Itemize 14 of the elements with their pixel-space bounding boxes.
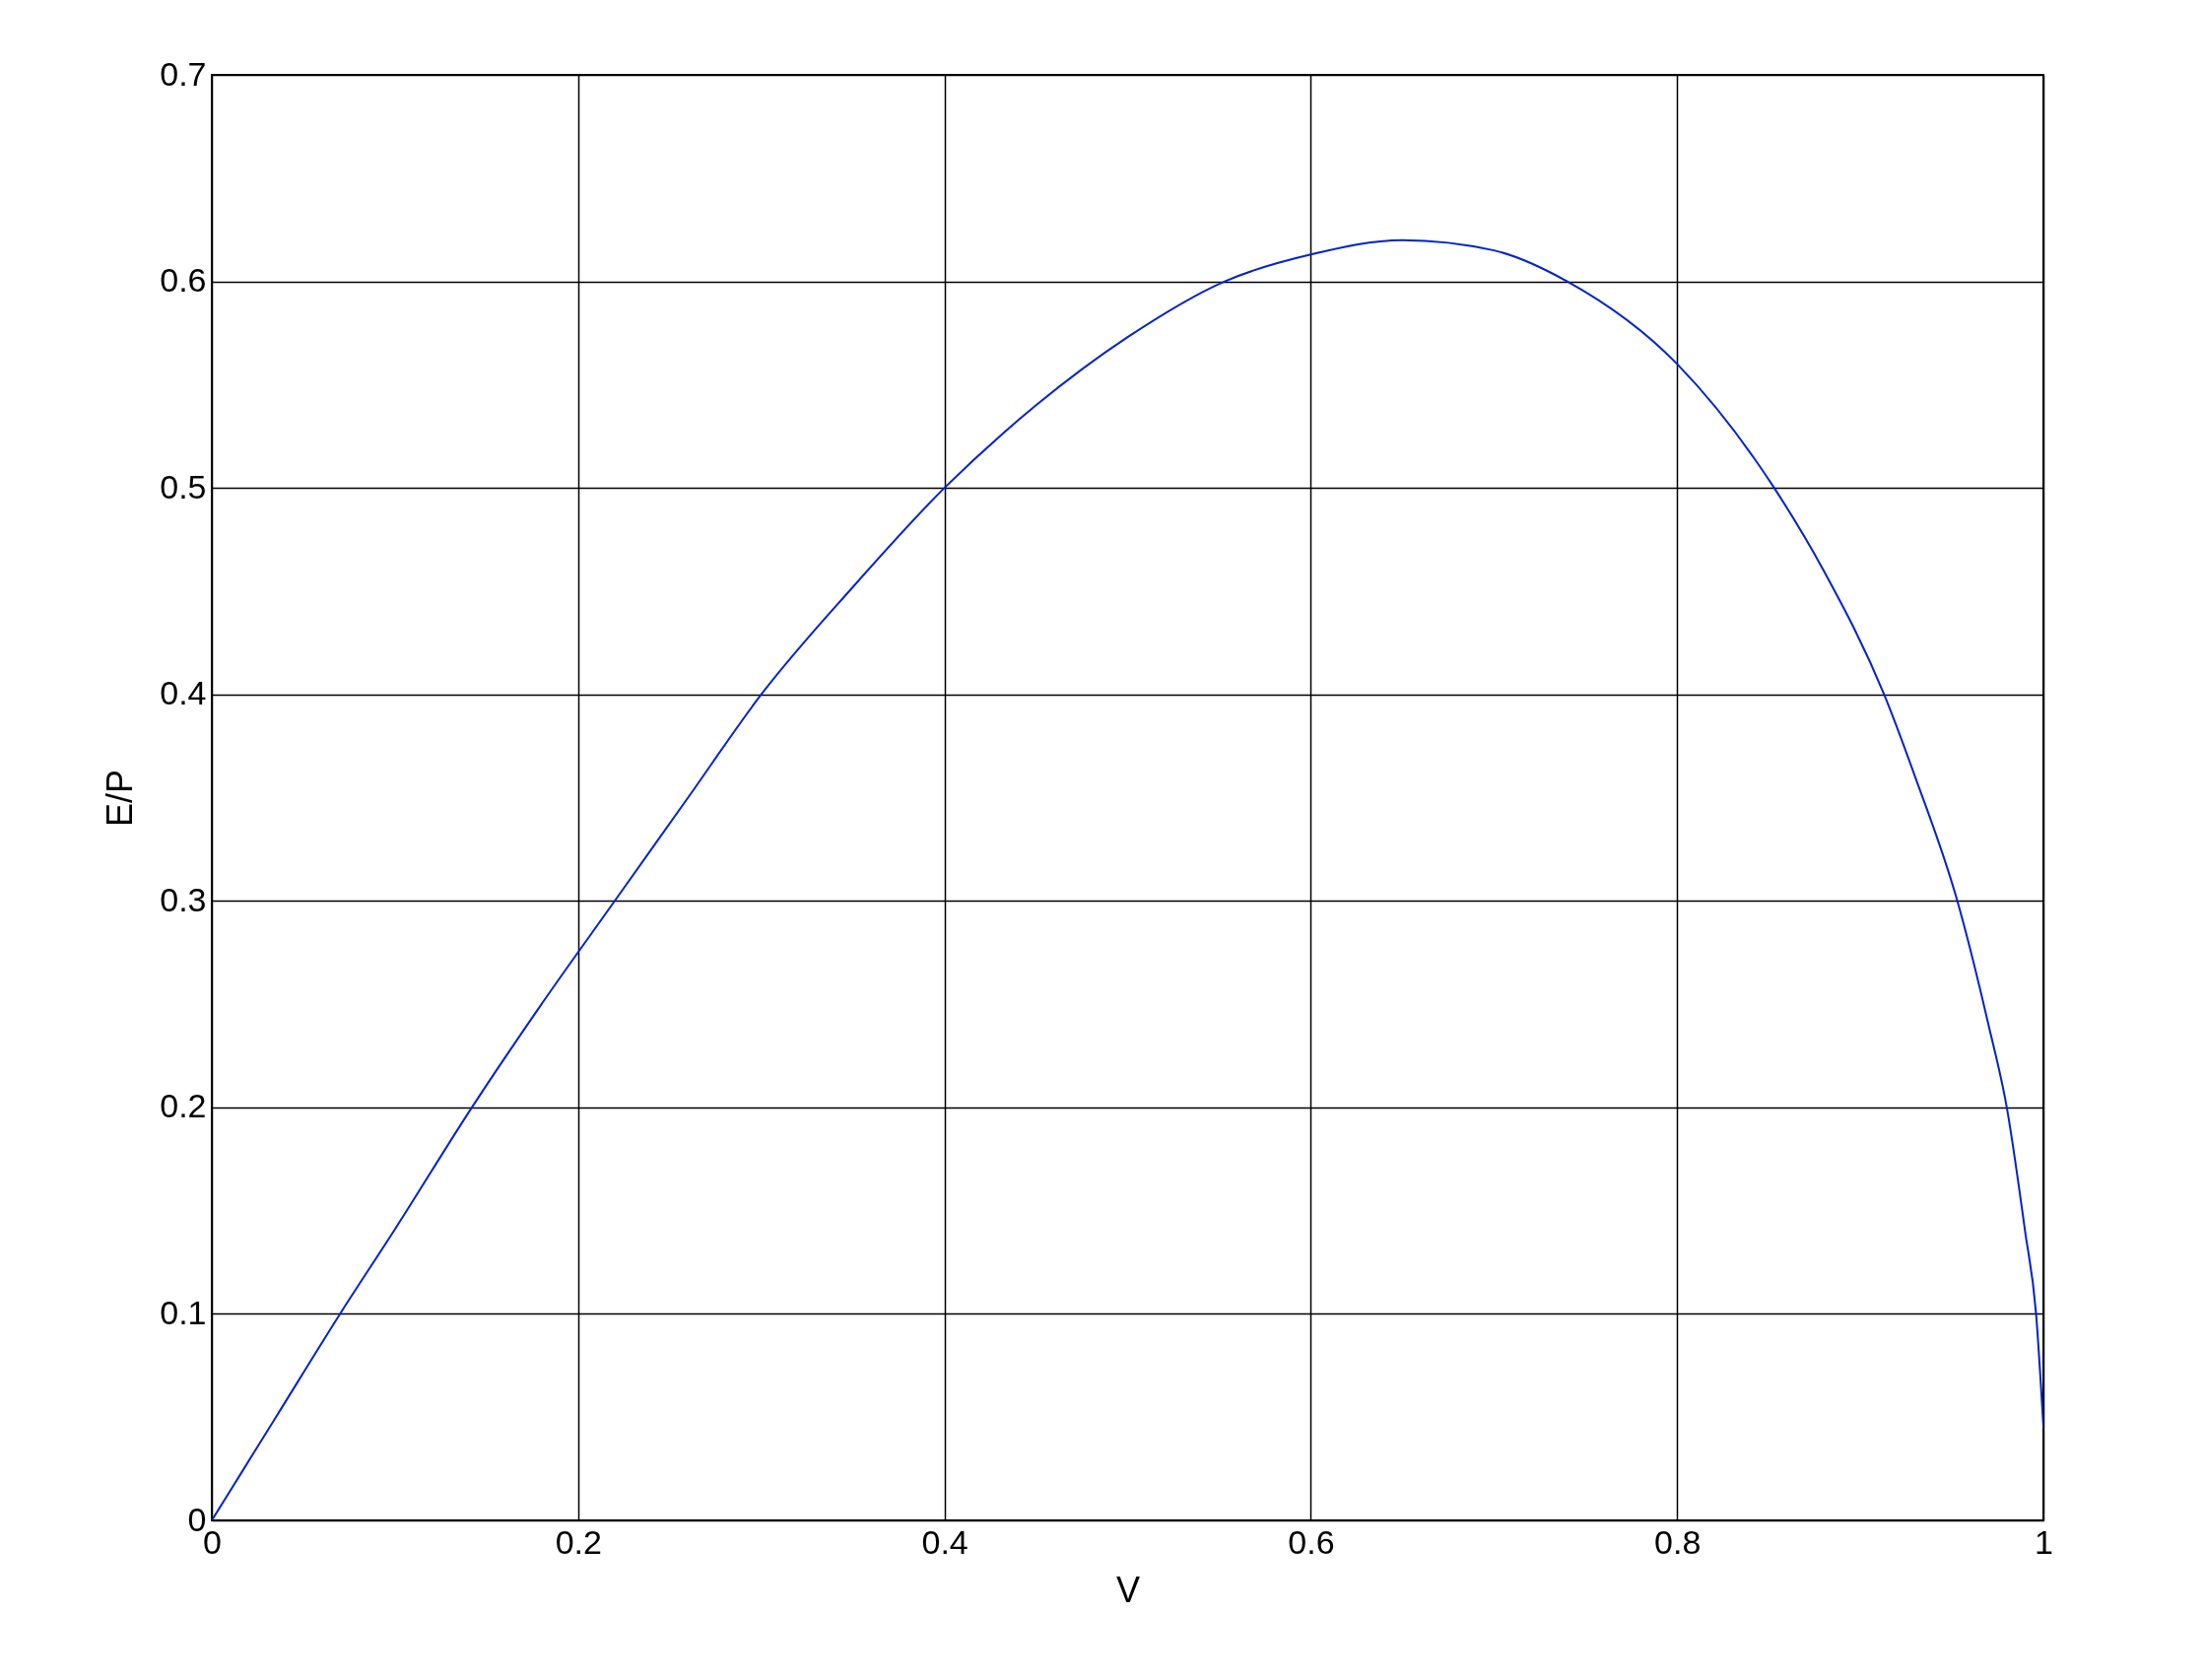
x-tick-label: 0.8 bbox=[1654, 1522, 1702, 1561]
y-tick-label: 0.7 bbox=[160, 54, 207, 93]
x-tick-label: 0.6 bbox=[1288, 1522, 1335, 1561]
y-tick-label: 0.6 bbox=[160, 261, 207, 300]
y-tick-label: 0.5 bbox=[160, 467, 207, 505]
y-axis-title: E/P bbox=[100, 769, 141, 828]
y-tick-label: 0.4 bbox=[160, 674, 207, 712]
x-tick-label: 0.4 bbox=[921, 1522, 969, 1561]
y-tick-label: 0.1 bbox=[160, 1293, 207, 1331]
y-tick-label: 0.2 bbox=[160, 1087, 207, 1125]
x-tick-label: 0.2 bbox=[555, 1522, 602, 1561]
x-tick-label: 1 bbox=[2035, 1522, 2053, 1561]
x-axis-title: V bbox=[1115, 1569, 1141, 1610]
y-tick-label: 0.3 bbox=[160, 880, 207, 918]
